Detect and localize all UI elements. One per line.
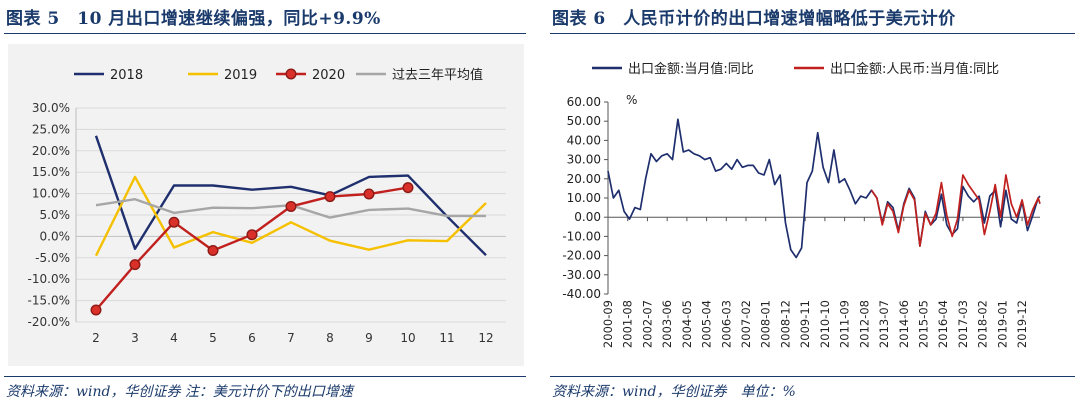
figure-6-chart-frame: 60.00 50.00 40.00 30.00 20.00 10.00 0.00 -10.00… <box>550 44 1077 368</box>
y-tick-label: 10.0% <box>32 187 70 201</box>
x-tick-label: 2008-12 <box>779 300 793 348</box>
y-tick-label: 5.0% <box>40 208 71 222</box>
data-point-2020 <box>324 191 336 203</box>
x-tick-label: 2002-07 <box>640 300 654 348</box>
figure-6-title: 图表 6 人民币计价的出口增速增幅略低于美元计价 <box>552 9 956 29</box>
x-tick-label: 2008-01 <box>759 300 773 348</box>
y-tick-label: 25.0% <box>32 122 70 136</box>
figure-5-chart-frame: 30.0% 25.0% 20.0% 15.0% 10.0% 5.0% 0.0% -5.0% -1… <box>8 44 524 366</box>
series-line-0 <box>607 118 1041 259</box>
unit-label: % <box>626 93 637 107</box>
x-tick-label: 3 <box>131 331 139 345</box>
x-tick-label: 9 <box>365 331 373 345</box>
y-tick-label: -20.00 <box>562 249 601 263</box>
data-point-2020 <box>285 200 297 212</box>
figure-5-chart: 30.0% 25.0% 20.0% 15.0% 10.0% 5.0% 0.0% -5.0% -1… <box>28 67 506 345</box>
y-tick-label: 15.0% <box>32 165 70 179</box>
y-tick-label: 30.00 <box>567 153 601 167</box>
figure-5-title-rule <box>4 33 526 34</box>
x-tick-label: 4 <box>170 331 178 345</box>
figure-6-source-rule <box>550 376 1075 377</box>
y-tick-label: 20.00 <box>567 172 601 186</box>
figure-6-chart: 60.00 50.00 40.00 30.00 20.00 10.00 0.00 -10.00… <box>562 61 1041 348</box>
x-tick-label: 10 <box>400 331 415 345</box>
legend-label: 2018 <box>110 68 143 83</box>
data-point-2020 <box>129 259 141 271</box>
x-tick-label: 2000-09 <box>601 300 615 348</box>
y-tick-label: 20.0% <box>32 144 70 158</box>
data-point-2020 <box>168 216 180 228</box>
x-tick-label: 2005-04 <box>700 300 714 348</box>
x-tick-label: 2018-02 <box>976 300 990 348</box>
x-tick-label: 2007-02 <box>739 300 753 348</box>
x-tick-label: 7 <box>287 331 295 345</box>
figure-5-source-rule <box>4 376 526 377</box>
series-line-1 <box>94 175 487 257</box>
x-tick-label: 2019-12 <box>1015 300 1029 348</box>
data-point-2020 <box>90 304 102 316</box>
x-tick-label: 2010-10 <box>818 300 832 348</box>
figure-6-source: 资料来源：wind，华创证券 单位：% <box>552 384 796 400</box>
y-tick-label: -30.00 <box>562 268 601 282</box>
figure-6-panel: 图表 6 人民币计价的出口增速增幅略低于美元计价 60.00 50.00 40.00… <box>546 0 1079 415</box>
x-tick-label: 2013-07 <box>877 300 891 348</box>
x-tick-label: 2014-06 <box>897 300 911 348</box>
x-tick-label: 2017-03 <box>956 300 970 348</box>
data-point-2020 <box>363 188 375 200</box>
x-tick-label: 2012-08 <box>857 300 871 348</box>
y-tick-label: -40.00 <box>562 287 601 301</box>
y-tick-label: -10.0% <box>28 272 70 286</box>
figure-5-panel: 图表 5 10 月出口增速继续偏强，同比+9.9% 30.0% 25.0% 20.0… <box>0 0 530 415</box>
y-tick-label: 50.00 <box>567 114 601 128</box>
figure-5-title: 图表 5 10 月出口增速继续偏强，同比+9.9% <box>6 9 381 29</box>
series-line-0 <box>94 135 487 257</box>
legend-label: 2019 <box>224 68 257 83</box>
x-tick-label: 2003-06 <box>660 300 674 348</box>
series-line-1 <box>870 174 1041 247</box>
y-tick-label: -20.0% <box>28 315 70 329</box>
y-tick-label: 0.00 <box>574 210 601 224</box>
legend-marker <box>285 68 297 80</box>
data-point-2020 <box>402 182 414 194</box>
data-point-2020 <box>246 229 258 241</box>
y-tick-label: 0.0% <box>40 229 71 243</box>
figure-6-title-rule <box>550 33 1075 34</box>
figure-5-source: 资料来源：wind，华创证券 注：美元计价下的出口增速 <box>6 384 353 400</box>
x-tick-label: 2 <box>92 331 100 345</box>
legend-label: 2020 <box>312 68 345 83</box>
x-tick-label: 8 <box>326 331 334 345</box>
legend-label: 过去三年平均值 <box>392 67 483 83</box>
x-tick-label: 5 <box>209 331 217 345</box>
y-tick-label: -15.0% <box>28 294 70 308</box>
x-tick-label: 2004-05 <box>680 300 694 348</box>
x-tick-label: 2019-01 <box>995 300 1009 348</box>
x-tick-label: 12 <box>478 331 493 345</box>
legend-label: 出口金额:人民币:当月值:同比 <box>830 61 999 77</box>
legend-label: 出口金额:当月值:同比 <box>628 61 754 77</box>
data-point-2020 <box>207 245 219 257</box>
x-tick-label: 2009-11 <box>798 300 812 348</box>
x-tick-label: 2015-05 <box>917 300 931 348</box>
x-tick-label: 6 <box>248 331 256 345</box>
y-tick-label: 30.0% <box>32 101 70 115</box>
x-tick-label: 11 <box>439 331 454 345</box>
x-tick-label: 2001-08 <box>621 300 635 348</box>
x-tick-label: 2011-09 <box>838 300 852 348</box>
x-tick-label: 2006-03 <box>719 300 733 348</box>
y-tick-label: 40.00 <box>567 133 601 147</box>
x-tick-label: 2016-04 <box>936 300 950 348</box>
y-tick-label: 60.00 <box>567 95 601 109</box>
y-tick-label: -10.00 <box>562 229 601 243</box>
y-tick-label: 10.00 <box>567 191 601 205</box>
y-tick-label: -5.0% <box>35 251 70 265</box>
